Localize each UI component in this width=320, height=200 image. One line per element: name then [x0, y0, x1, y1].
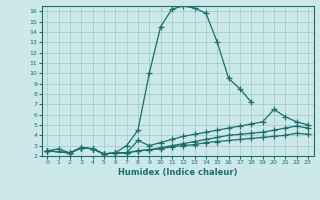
X-axis label: Humidex (Indice chaleur): Humidex (Indice chaleur): [118, 168, 237, 177]
